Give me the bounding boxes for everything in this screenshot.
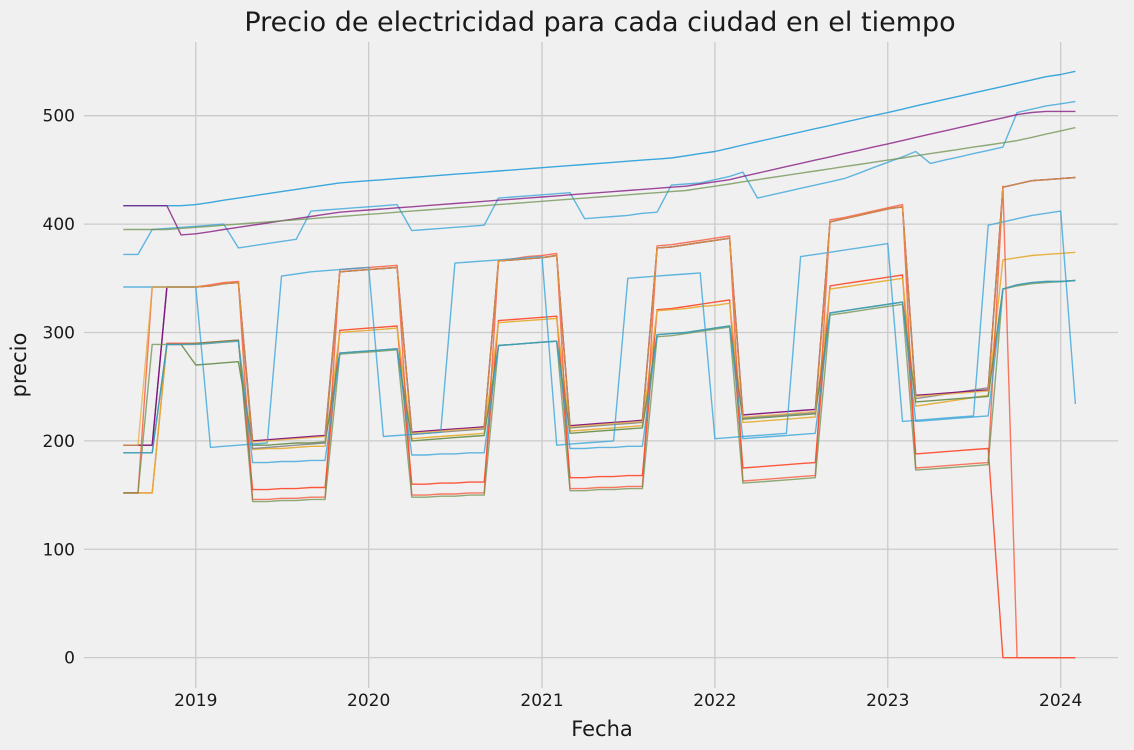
x-axis-label: Fecha [571,717,633,741]
series-line-14 [123,176,1076,446]
x-tick-label: 2019 [174,691,217,711]
y-axis-label: precio [7,333,31,398]
y-tick-label: 300 [43,323,75,343]
series-line-12 [123,279,1076,503]
x-tick-label: 2022 [693,691,736,711]
y-tick-label: 500 [43,107,75,127]
series-line-13 [123,279,1076,464]
x-tick-label: 2024 [1039,691,1082,711]
series-line-4 [123,279,1076,454]
y-tick-label: 200 [43,432,75,452]
series-line-5 [123,176,1076,450]
y-tick-label: 400 [43,215,75,235]
y-tick-label: 0 [64,649,75,669]
x-tick-label: 2023 [866,691,909,711]
series-line-7 [123,100,1076,256]
x-tick-label: 2021 [520,691,563,711]
y-axis-ticks: 0 100 200 300 400 500 [43,107,75,669]
x-axis-ticks: 2019 2020 2021 2022 2023 2024 [174,691,1082,711]
series-lines [123,70,1077,659]
y-tick-label: 100 [43,540,75,560]
x-tick-label: 2020 [347,691,390,711]
series-line-9 [123,126,1076,231]
chart-title: Precio de electricidad para cada ciudad … [244,7,955,38]
series-line-1 [123,70,1076,207]
series-line-2 [123,274,1076,659]
series-line-3 [123,251,1076,494]
